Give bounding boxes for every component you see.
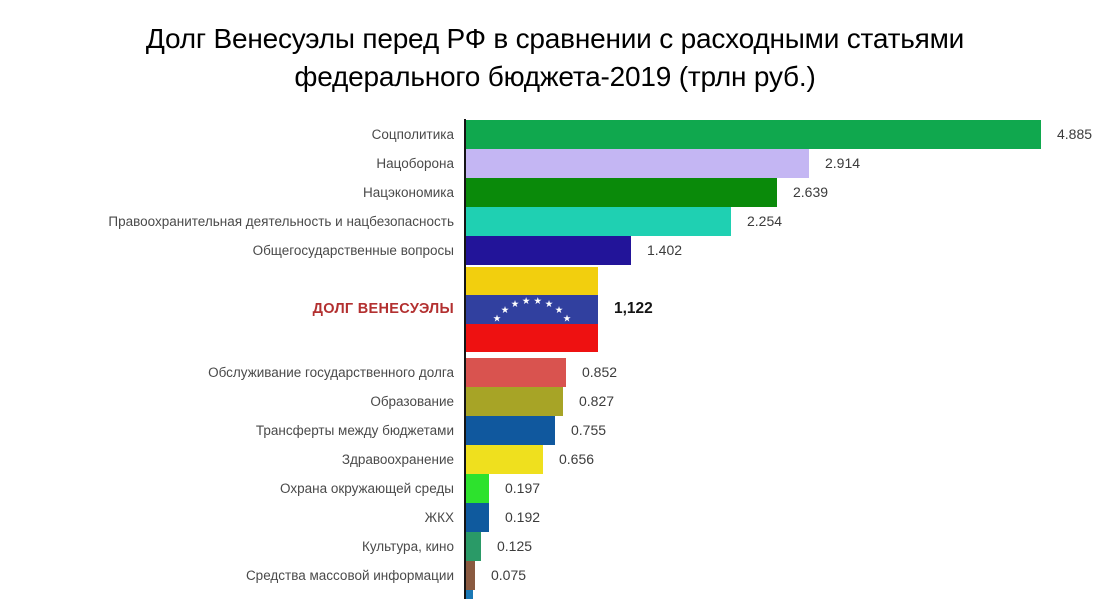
value-label: 0.075	[491, 567, 527, 583]
category-label: Общегосударственные вопросы	[252, 243, 454, 258]
chart-title-line1: Долг Венесуэлы перед РФ в сравнении с ра…	[145, 23, 965, 54]
bar-segment	[466, 178, 777, 207]
category-label: Охрана окружающей среды	[280, 481, 454, 496]
category-label: Нацоборона	[376, 156, 454, 171]
star-icon: ★	[555, 305, 564, 316]
category-label: ЖКХ	[424, 510, 454, 525]
value-label: 1.402	[647, 242, 683, 258]
flag-stripe-2	[466, 323, 598, 352]
bar-segment	[466, 358, 566, 387]
star-icon: ★	[493, 314, 502, 324]
value-label: 2.254	[747, 213, 783, 229]
category-label: Соцполитика	[371, 127, 454, 142]
category-label: Образование	[370, 394, 454, 409]
value-label-venezuela-debt: 1,122	[614, 300, 653, 318]
value-label: 0.192	[505, 509, 541, 525]
category-label-venezuela-debt: ДОЛГ ВЕНЕСУЭЛЫ	[312, 301, 454, 318]
value-label: 2.914	[825, 155, 861, 171]
category-label: Средства массовой информации	[245, 568, 454, 583]
bar-segment	[466, 474, 489, 503]
value-label: 0.197	[505, 480, 541, 496]
bar-segment	[466, 532, 481, 561]
star-icon: ★	[534, 296, 543, 307]
category-label: Правоохранительная деятельность и нацбез…	[108, 214, 454, 229]
value-label: 0.852	[582, 364, 618, 380]
star-icon: ★	[501, 305, 510, 316]
value-label: 0.755	[571, 422, 607, 438]
category-label: Нацэкономика	[363, 185, 454, 200]
star-icon: ★	[545, 299, 554, 310]
category-label: Здравоохранение	[341, 452, 454, 467]
flag-stars-arc-icon: ★★★ ★ ★ ★★★	[493, 296, 572, 324]
y-axis-line	[464, 119, 466, 599]
truncated-bar-stub	[466, 590, 473, 599]
category-label: Культура, кино	[361, 539, 454, 554]
bar-segment	[466, 207, 731, 236]
bar-segment	[466, 236, 631, 265]
bar-segment	[466, 561, 475, 590]
star-icon: ★	[511, 299, 520, 310]
chart-title: Долг Венесуэлы перед РФ в сравнении с ра…	[15, 20, 1095, 96]
bar-segment	[466, 445, 543, 474]
star-icon: ★	[522, 296, 531, 307]
value-label: 0.827	[579, 393, 615, 409]
chart-title-line2: федерального бюджета-2019 (трлн руб.)	[294, 61, 816, 92]
bar-segment	[466, 416, 555, 445]
bar-segment	[466, 387, 563, 416]
category-label: Обслуживание государственного долга	[208, 365, 454, 380]
value-label: 0.125	[497, 538, 533, 554]
value-label: 0.656	[559, 451, 595, 467]
category-label: Трансферты между бюджетами	[255, 423, 454, 438]
bar-segment	[466, 503, 489, 532]
flag-stripe-0	[466, 267, 598, 296]
bar-segment	[466, 149, 809, 178]
value-label: 4.885	[1057, 126, 1093, 142]
star-icon: ★	[563, 314, 572, 324]
venezuela-flag-bar: ★ ★ ★ ★ ★ ★ ★ ★	[466, 267, 598, 352]
bar-segment	[466, 120, 1041, 149]
value-label: 2.639	[793, 184, 829, 200]
flag-stripe-1	[466, 295, 598, 324]
